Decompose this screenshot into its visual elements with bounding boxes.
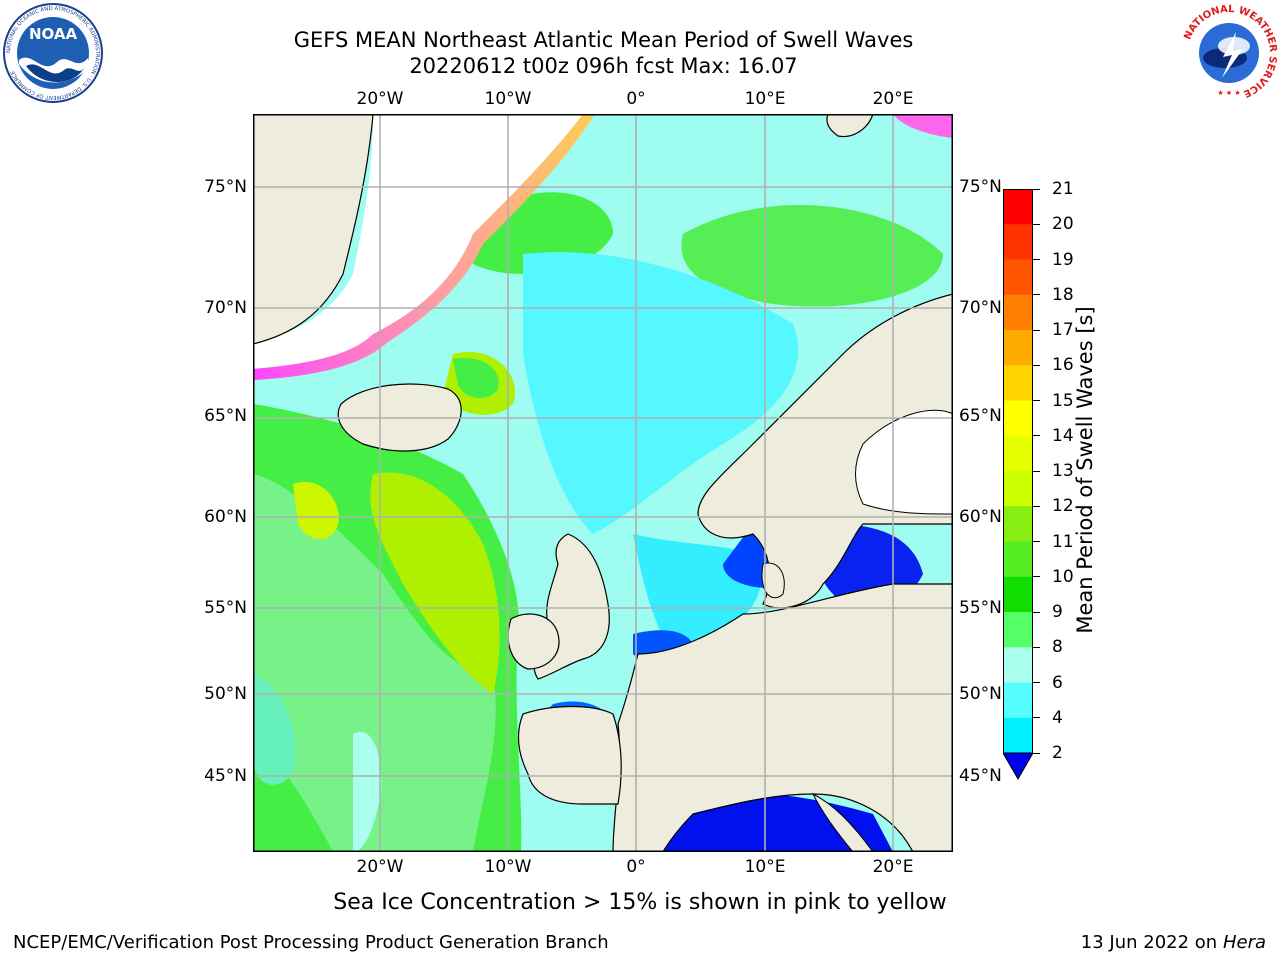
colorbar-tick-label: 13 [1052,461,1074,481]
colorbar-tick-label: 11 [1052,531,1074,552]
colorbar-tick-mark [1033,364,1040,366]
sea-ice-caption: Sea Ice Concentration > 15% is shown in … [333,890,947,915]
colorbar-tick-mark [1033,611,1040,613]
colorbar-tick-mark [1033,329,1040,331]
lon-label-bottom-0: 0° [626,857,646,877]
colorbar-tick-mark [1033,294,1040,296]
colorbar-tick-mark [1033,223,1040,225]
colorbar-tick-mark [1033,682,1040,683]
colorbar-cell [1003,294,1033,331]
colorbar-tick-mark [1033,470,1040,472]
colorbar-cell [1003,541,1033,578]
colorbar-cell [1003,506,1033,542]
colorbar-cell [1003,647,1033,683]
colorbar-cell [1003,576,1033,613]
colorbar [1003,189,1033,781]
colorbar-cell [1003,682,1033,719]
colorbar-tick-mark [1033,188,1040,190]
plot-title-line2: 20220612 t00z 096h fcst Max: 16.07 [409,54,798,78]
colorbar-tick-mark [1033,717,1040,719]
svg-text:NOAA: NOAA [29,25,78,43]
colorbar-tick-label: 17 [1052,320,1074,340]
colorbar-cell [1003,259,1033,296]
colorbar-tick-label: 21 [1052,179,1074,199]
colorbar-tick-mark [1033,752,1040,754]
lat-label-left-60n: 60°N [204,507,247,527]
lat-label-left-70n: 70°N [204,298,247,318]
lat-label-right-50n: 50°N [959,684,1002,704]
colorbar-tick-label: 9 [1052,602,1063,622]
colorbar-cell [1003,717,1033,754]
lat-label-right-75n: 75°N [959,177,1002,197]
colorbar-tick-mark [1033,505,1040,507]
lat-label-left-65n: 65°N [204,406,247,426]
lon-label-top-20e: 20°E [872,89,914,109]
lat-label-right-55n: 55°N [959,598,1002,618]
lat-label-left-75n: 75°N [204,177,247,197]
lon-label-bottom-10w: 10°W [484,857,532,877]
colorbar-cell [1003,224,1033,260]
colorbar-cell [1003,400,1033,437]
lon-label-bottom-10e: 10°E [744,857,786,877]
lat-label-left-50n: 50°N [204,684,247,704]
lat-label-right-70n: 70°N [959,298,1002,318]
colorbar-cell [1003,435,1033,472]
colorbar-tick-label: 12 [1052,496,1074,517]
lat-label-right-45n: 45°N [959,766,1002,786]
colorbar-tick-mark [1033,400,1040,401]
lat-label-left-55n: 55°N [204,598,247,618]
colorbar-tick-label: 14 [1052,425,1074,446]
swell-period-map [253,114,953,852]
colorbar-tick-label: 4 [1052,707,1063,728]
colorbar-cell [1003,330,1033,366]
lon-label-bottom-20w: 20°W [356,857,404,877]
lon-label-top-0: 0° [626,89,646,109]
colorbar-tick-label: 18 [1052,284,1074,305]
footer-machine: Hera [1222,932,1266,953]
colorbar-tick-mark [1033,259,1040,260]
colorbar-tick-mark [1033,435,1040,437]
footer-date: 13 Jun 2022 on Hera [1081,932,1266,953]
plot-title-line1: GEFS MEAN Northeast Atlantic Mean Period… [293,28,914,52]
colorbar-tick-label: 6 [1052,672,1063,693]
footer-branch: NCEP/EMC/Verification Post Processing Pr… [13,932,609,953]
colorbar-tick-label: 15 [1052,390,1074,411]
colorbar-cell [1003,189,1033,225]
nws-logo: NATIONAL WEATHER SERVICE ★ ★ ★ [1178,2,1280,104]
lon-label-top-20w: 20°W [356,89,404,109]
colorbar-tick-label: 16 [1052,355,1074,376]
colorbar-tick-label: 8 [1052,637,1063,658]
lat-label-left-45n: 45°N [204,766,247,786]
colorbar-cell [1003,471,1033,507]
colorbar-tick-mark [1033,541,1040,542]
lon-label-bottom-20e: 20°E [872,857,914,877]
colorbar-cell [1003,365,1033,401]
colorbar-tick-mark [1033,576,1040,578]
lon-label-top-10e: 10°E [744,89,786,109]
colorbar-tick-label: 2 [1052,743,1063,763]
lat-label-right-65n: 65°N [959,406,1002,426]
svg-text:★ ★ ★: ★ ★ ★ [1217,89,1240,97]
colorbar-tick-label: 10 [1052,566,1074,587]
lon-label-top-10w: 10°W [484,89,532,109]
colorbar-tick-label: 20 [1052,214,1074,235]
colorbar-cell [1003,612,1033,648]
lat-label-right-60n: 60°N [959,507,1002,527]
footer-date-text: 13 Jun 2022 on [1080,932,1218,953]
noaa-logo: NATIONAL OCEANIC AND ATMOSPHERIC ADMINIS… [2,2,104,104]
colorbar-tick-label: 19 [1052,249,1074,270]
colorbar-title: Mean Period of Swell Waves [s] [1073,306,1097,634]
colorbar-tick-mark [1033,646,1040,648]
